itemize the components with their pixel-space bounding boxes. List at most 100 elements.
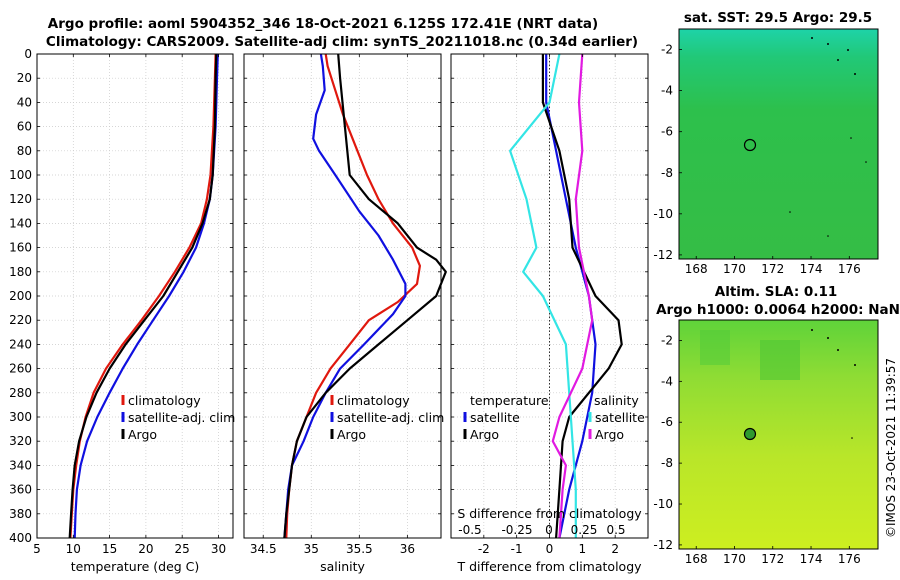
x-axis-label: temperature (deg C) (71, 559, 200, 574)
sla-axes: 168 170 172 174 176 -2 -4 -6 -8 -10 -12 (653, 333, 860, 566)
x-tick-label: 35 (304, 542, 319, 556)
map-x-tick-label: 168 (685, 262, 708, 276)
x-tick-label: 15 (102, 542, 117, 556)
difference-panel: -2 -1 0 1 2 T difference from climatology temp… (450, 53, 649, 574)
y-tick-label: 20 (17, 71, 32, 85)
map-x-tick-label: 176 (838, 262, 861, 276)
x-tick-label: 30 (211, 542, 226, 556)
x-tick-label: 1 (579, 542, 587, 556)
map-y-tick-label: -10 (653, 207, 673, 221)
y-tick-label: 0 (24, 47, 32, 61)
sst-axes: 168 170 172 174 176 -2 -4 -6 -8 -10 -12 (653, 43, 860, 276)
diff-legend-right-label: satellite (595, 410, 645, 425)
x-top-tick-label: 0.25 (571, 523, 598, 537)
sla-patch (700, 330, 730, 365)
y-tick-label: 140 (9, 216, 32, 230)
y-tick-label: 260 (9, 362, 32, 376)
x-tick-label: 5 (33, 542, 41, 556)
y-tick-label: 100 (9, 168, 32, 182)
map-y-tick-label: -2 (661, 43, 673, 57)
y-tick-label: 400 (9, 531, 32, 545)
series-line-t-argo (541, 54, 623, 539)
y-tick-label: 340 (9, 458, 32, 472)
temp-legend-label: Argo (128, 427, 157, 442)
x-tick-label: 25 (175, 542, 190, 556)
figure-title-line1: Argo profile: aoml 5904352_346 18-Oct-20… (48, 16, 598, 32)
y-tick-label: 160 (9, 241, 32, 255)
y-tick-label: 180 (9, 265, 32, 279)
map-y-tick-label: -10 (653, 497, 673, 511)
sst-map: 168 170 172 174 176 -2 -4 -6 -8 -10 -12 (653, 28, 879, 276)
series-line-s-satellite (509, 53, 577, 538)
x-top-tick-label: 0 (545, 523, 553, 537)
map-x-tick-label: 174 (800, 552, 823, 566)
series-line-s-argo (551, 53, 594, 539)
plot-frame (36, 53, 234, 539)
y-tick-label: 60 (17, 120, 32, 134)
sst-map-title: sat. SST: 29.5 Argo: 29.5 (684, 10, 872, 26)
y-tick-label: 300 (9, 410, 32, 424)
x-tick-label: -1 (511, 542, 523, 556)
imos-timestamp: ©IMOS 23-Oct-2021 11:39:57 (884, 358, 898, 538)
y-tick-label: 280 (9, 386, 32, 400)
x-tick-label: 2 (611, 542, 619, 556)
y-tick-label: 220 (9, 313, 32, 327)
x-tick-label: 34.5 (250, 542, 277, 556)
x-axis-label-top: S difference from climatology (457, 506, 642, 521)
x-tick-label: 35.5 (346, 542, 373, 556)
plot-frame (243, 53, 442, 539)
x-tick-label: 36 (400, 542, 415, 556)
temp-legend-label: satellite-adj. clim (128, 410, 235, 425)
diff-legend-right-label: Argo (595, 427, 624, 442)
x-top-tick-label: -0.25 (501, 523, 532, 537)
sal-legend-label: Argo (337, 427, 366, 442)
sla-map-title-line2: Argo h1000: 0.0064 h2000: NaN (656, 302, 900, 318)
map-y-tick-label: -4 (661, 84, 673, 98)
y-tick-label: 320 (9, 434, 32, 448)
map-x-tick-label: 170 (723, 552, 746, 566)
x-tick-label: -2 (478, 542, 490, 556)
series-line-climatology (285, 53, 421, 539)
x-top-tick-label: 0.5 (606, 523, 625, 537)
y-tick-label: 240 (9, 337, 32, 351)
sla-map-title-line1: Altim. SLA: 0.11 (715, 284, 837, 300)
x-axis-label: salinity (320, 559, 365, 574)
y-tick-label: 40 (17, 95, 32, 109)
map-x-tick-label: 172 (761, 552, 784, 566)
diff-legend-title: salinity (594, 393, 639, 408)
series-line-climatology (69, 53, 217, 539)
sst-argo-marker (743, 138, 757, 152)
x-top-tick-label: -0.5 (458, 523, 481, 537)
salinity-panel: 34.5 35 35.5 36 salinity climatology satellite… (243, 53, 447, 574)
series-line-satellite-adj-clim (283, 53, 407, 539)
map-x-tick-label: 174 (800, 262, 823, 276)
series-line-argo (68, 53, 218, 539)
map-y-tick-label: -12 (653, 538, 673, 552)
sla-map-frame (678, 319, 879, 550)
map-x-tick-label: 170 (723, 262, 746, 276)
map-y-tick-label: -2 (661, 333, 673, 347)
sst-island-dots (789, 37, 867, 237)
map-y-tick-label: -8 (661, 456, 673, 470)
map-y-tick-label: -8 (661, 166, 673, 180)
y-tick-label: 380 (9, 507, 32, 521)
sal-legend-label: satellite-adj. clim (337, 410, 444, 425)
temperature-panel: 0 20 40 60 80 100 120 140 160 180 200 220 240 260 280 3… (9, 47, 235, 574)
map-y-tick-label: -6 (661, 415, 673, 429)
temp-legend-label: climatology (128, 393, 201, 408)
map-x-tick-label: 172 (761, 262, 784, 276)
y-tick-label: 200 (9, 289, 32, 303)
map-x-tick-label: 168 (685, 552, 708, 566)
diff-legend-title: temperature (470, 393, 549, 408)
y-tick-label: 120 (9, 192, 32, 206)
y-tick-label: 80 (17, 144, 32, 158)
x-tick-label: 20 (138, 542, 153, 556)
sla-patch (760, 340, 800, 380)
sal-legend-label: climatology (337, 393, 410, 408)
x-axis-label: T difference from climatology (456, 559, 642, 574)
x-tick-label: 0 (546, 542, 554, 556)
map-y-tick-label: -12 (653, 248, 673, 262)
map-y-tick-label: -4 (661, 374, 673, 388)
y-tick-label: 360 (9, 483, 32, 497)
